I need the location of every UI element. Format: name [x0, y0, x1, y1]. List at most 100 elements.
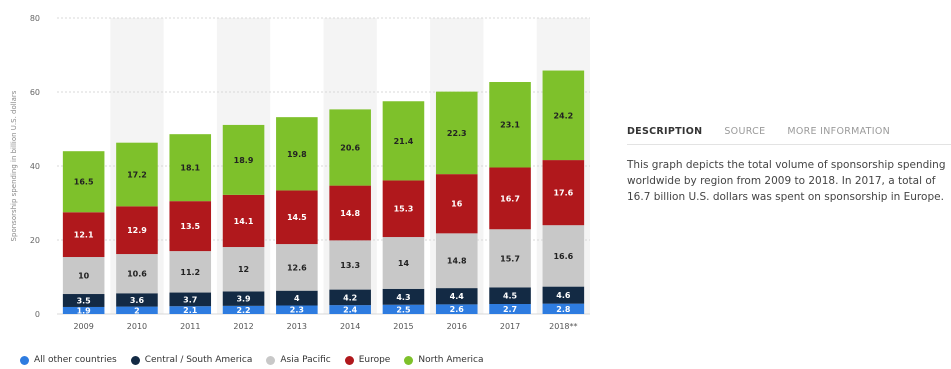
- data-label: 3.9: [236, 295, 251, 304]
- x-tick-label: 2017: [500, 322, 520, 331]
- x-tick-label: 2010: [127, 322, 147, 331]
- data-label: 2.7: [503, 305, 517, 314]
- legend-item[interactable]: Asia Pacific: [266, 355, 331, 365]
- x-tick-label: 2011: [180, 322, 200, 331]
- legend-marker: [266, 355, 276, 365]
- bar-segment: [542, 70, 585, 161]
- bar-segment: [276, 290, 318, 306]
- data-label: 16.7: [500, 194, 520, 203]
- x-tick-label: 2012: [233, 322, 253, 331]
- data-label: 10.6: [127, 270, 147, 279]
- bar-segment: [62, 294, 105, 307]
- x-tick-label: 2016: [447, 322, 467, 331]
- bar-segment: [62, 306, 105, 314]
- bar-segment: [169, 251, 212, 293]
- data-label: 23.1: [500, 121, 520, 130]
- bar-segment: [329, 240, 371, 290]
- bar-segment: [169, 134, 212, 202]
- info-panel: DESCRIPTION SOURCE MORE INFORMATION This…: [627, 126, 951, 205]
- y-tick-label: 40: [30, 162, 40, 171]
- data-label: 20.6: [340, 144, 360, 153]
- data-label: 24.2: [553, 111, 573, 120]
- bar-segment: [276, 244, 318, 291]
- y-tick-label: 80: [30, 14, 40, 23]
- bar-segment: [62, 257, 105, 295]
- legend-item[interactable]: Europe: [344, 355, 391, 365]
- tab-description[interactable]: DESCRIPTION: [627, 126, 703, 137]
- data-label: 17.2: [127, 171, 147, 180]
- legend-marker: [20, 355, 29, 365]
- data-label: 18.1: [180, 164, 200, 173]
- bar-segment: [382, 304, 425, 314]
- bar-segment: [435, 233, 478, 289]
- data-label: 2.5: [396, 305, 411, 314]
- bar-segment: [435, 174, 478, 234]
- description-text: This graph depicts the total volume of s…: [627, 159, 946, 203]
- legend-marker: [404, 355, 414, 365]
- x-tick-label: 2014: [340, 322, 360, 331]
- bar-segment: [62, 151, 105, 213]
- bar-segment: [276, 117, 318, 191]
- y-tick-label: 20: [30, 236, 40, 245]
- bar-segment: [382, 288, 425, 305]
- bar-segment: [116, 206, 158, 255]
- legend-marker: [130, 355, 140, 365]
- bar-segment: [382, 180, 425, 238]
- bar-segment: [222, 247, 265, 292]
- chart-area: 0 20 40 60 80 Sponsorship spending in billion…: [10, 14, 590, 365]
- data-label: 17.6: [553, 189, 573, 198]
- bar-segment: [489, 82, 531, 168]
- bar-segment: [116, 142, 158, 207]
- bar-segment: [435, 288, 478, 305]
- legend-label: Europe: [358, 355, 391, 365]
- data-label: 12.1: [74, 231, 94, 240]
- legend-item[interactable]: Central / South America: [130, 355, 252, 365]
- bar-segment: [542, 303, 585, 314]
- info-tabs: DESCRIPTION SOURCE MORE INFORMATION: [627, 126, 951, 145]
- legend-label: All other countries: [34, 355, 117, 365]
- data-label: 21.4: [394, 137, 414, 146]
- data-label: 15.3: [394, 205, 414, 214]
- tab-source[interactable]: SOURCE: [724, 126, 766, 137]
- tab-more-information[interactable]: MORE INFORMATION: [787, 126, 891, 137]
- bar-segment: [276, 305, 318, 314]
- bar-segment: [62, 212, 105, 258]
- legend-item[interactable]: North America: [404, 355, 484, 365]
- bar-segment: [489, 304, 531, 314]
- bar-segment: [435, 91, 478, 175]
- bar-segment: [222, 291, 265, 306]
- y-tick-label: 60: [30, 88, 40, 97]
- stacked-bar-chart: 0 20 40 60 80 Sponsorship spending in billion…: [10, 14, 590, 331]
- bar-segment: [329, 185, 371, 241]
- x-tick-label: 2015: [393, 322, 413, 331]
- data-label: 3.6: [130, 296, 145, 305]
- chart-legend: All other countries Central / South Ameri…: [20, 355, 498, 365]
- data-label: 12.6: [287, 263, 307, 272]
- bar-segment: [542, 286, 585, 304]
- data-label: 2.2: [236, 306, 250, 315]
- data-label: 16.5: [74, 178, 94, 187]
- x-tick-label: 2009: [73, 322, 93, 331]
- data-label: 2.3: [290, 306, 304, 315]
- x-tick-label: 2013: [287, 322, 307, 331]
- bar-segment: [329, 109, 371, 186]
- bar-segment: [222, 305, 265, 314]
- bar-segment: [489, 287, 531, 305]
- data-label: 15.7: [500, 254, 520, 263]
- data-label: 3.7: [183, 295, 197, 304]
- bar-segment: [542, 160, 585, 226]
- data-label: 4.4: [450, 292, 465, 301]
- data-label: 4.2: [343, 293, 357, 302]
- data-label: 16: [451, 200, 463, 209]
- data-label: 13.5: [180, 222, 200, 231]
- legend-label: North America: [418, 355, 484, 365]
- data-label: 4.5: [503, 292, 518, 301]
- legend-marker: [344, 355, 354, 365]
- x-tick-label: 2018**: [549, 322, 577, 331]
- data-label: 14.8: [340, 209, 360, 218]
- y-tick-label: 0: [35, 310, 40, 319]
- data-label: 12: [238, 265, 249, 274]
- bar-segment: [169, 201, 212, 252]
- y-axis-label: Sponsorship spending in billion U.S. dol…: [10, 90, 18, 241]
- legend-item[interactable]: All other countries: [20, 355, 117, 365]
